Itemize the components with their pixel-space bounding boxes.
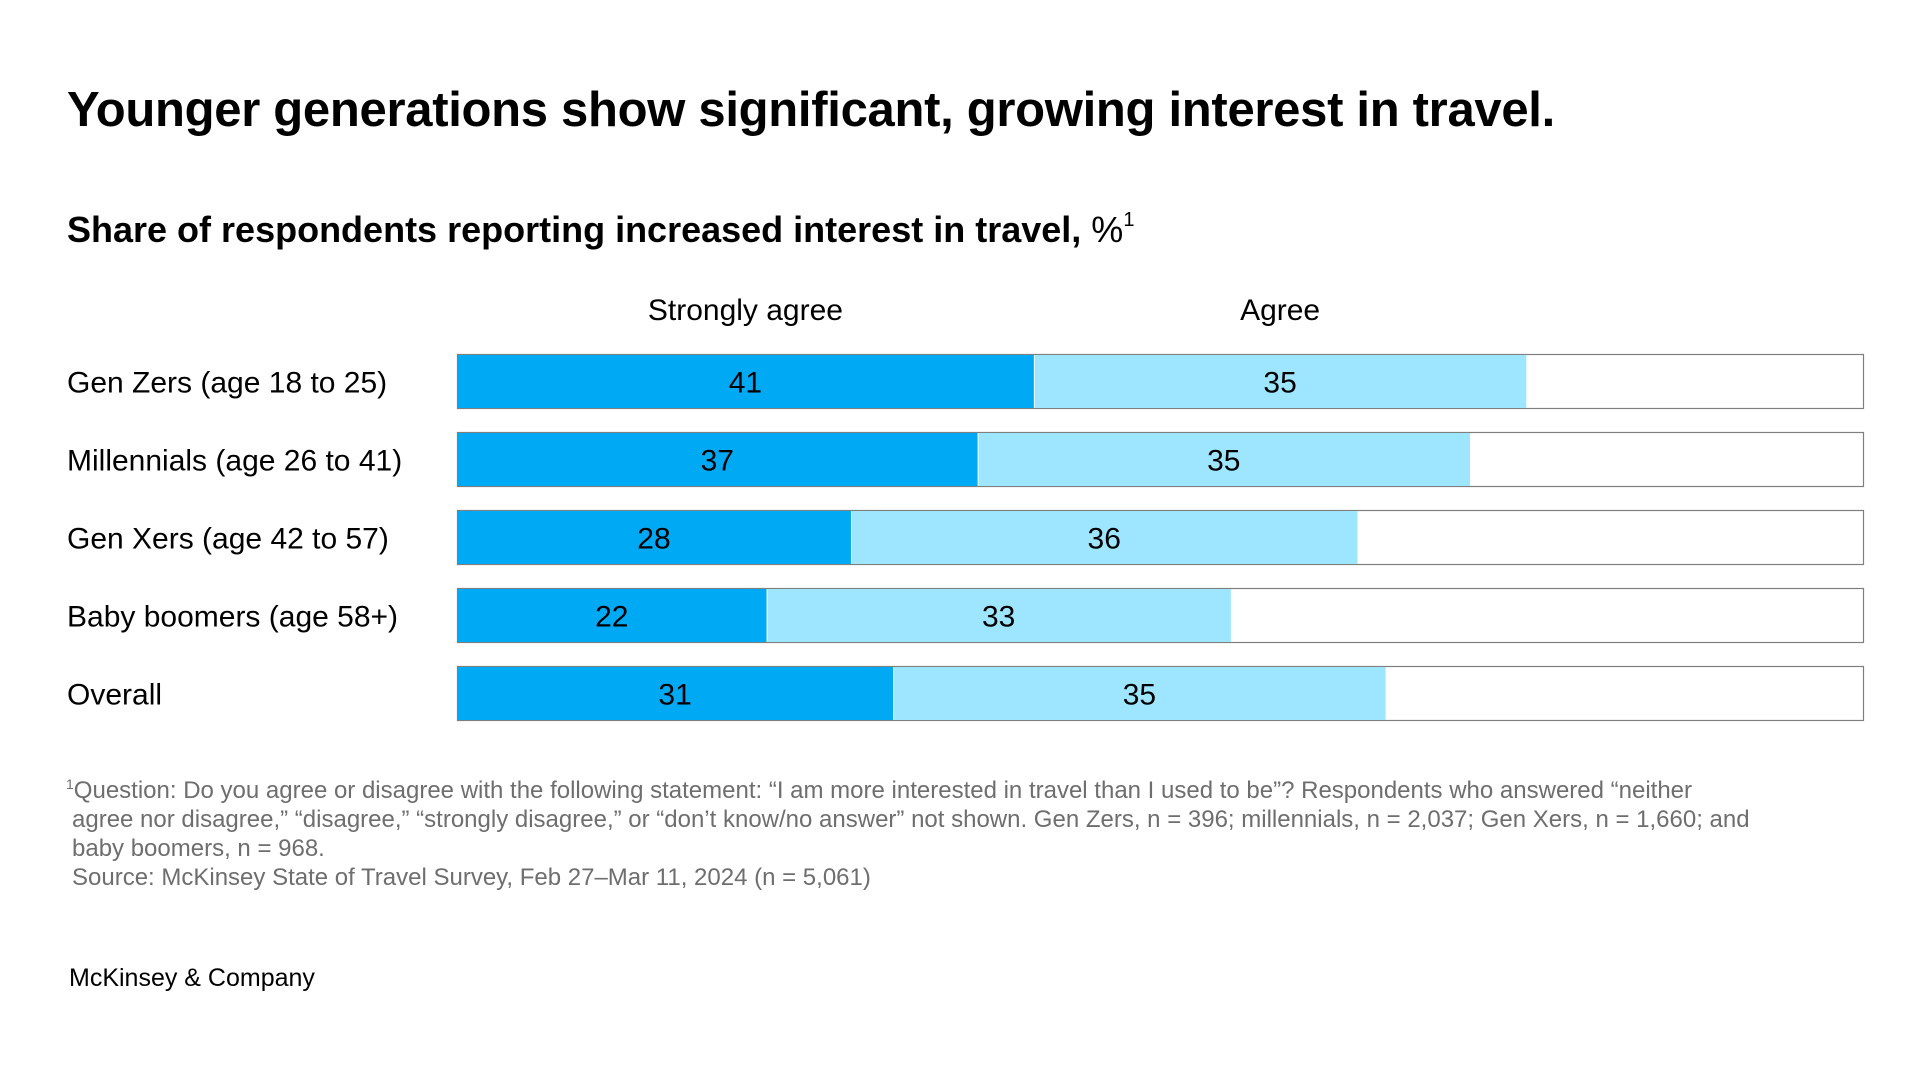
category-label: Gen Xers (age 42 to 57): [67, 523, 389, 556]
stacked-bar-chart: Strongly agree Agree Gen Zers (age 18 to 2…: [67, 294, 1865, 722]
bar-segment-strongly-agree: [458, 589, 767, 642]
subtitle-text: Share of respondents reporting increased…: [67, 209, 1082, 250]
subtitle-unit: %: [1091, 209, 1124, 250]
subtitle-footnote-mark: 1: [1123, 209, 1135, 231]
data-label: 33: [982, 601, 1015, 634]
bar-segment-agree: [978, 433, 1471, 486]
data-label: 35: [1207, 445, 1240, 478]
data-label: 31: [658, 679, 691, 712]
footnote-source: Source: McKinsey State of Travel Survey,…: [72, 864, 871, 891]
footnote-mark: 1: [66, 776, 74, 792]
bar-segment-agree: [767, 589, 1231, 642]
data-label: 35: [1123, 679, 1156, 712]
chart-title: Younger generations show significant, gr…: [67, 83, 1555, 137]
category-label: Overall: [67, 679, 162, 712]
footnote-line: baby boomers, n = 968.: [72, 835, 325, 862]
legend-label-strongly-agree: Strongly agree: [648, 294, 843, 327]
data-label: 36: [1088, 523, 1121, 556]
data-label: 35: [1263, 367, 1296, 400]
footnote-line: agree nor disagree,” “disagree,” “strong…: [72, 806, 1750, 833]
data-label: 37: [701, 445, 734, 478]
chart-subtitle: Share of respondents reporting increased…: [67, 209, 1134, 251]
bar-segment-strongly-agree: [458, 667, 894, 720]
bar-segment-agree: [894, 667, 1386, 720]
bar-segment-agree: [851, 511, 1358, 564]
footnote-line: 1Question: Do you agree or disagree with…: [66, 776, 1866, 805]
legend-label-agree: Agree: [1240, 294, 1320, 327]
bar-segment-strongly-agree: [458, 433, 978, 486]
footnote-text: Question: Do you agree or disagree with …: [73, 777, 1693, 804]
category-label: Millennials (age 26 to 41): [67, 445, 402, 478]
category-label: Gen Zers (age 18 to 25): [67, 367, 387, 400]
bar-segment-strongly-agree: [458, 511, 851, 564]
data-label: 22: [595, 601, 628, 634]
category-label: Baby boomers (age 58+): [67, 601, 398, 634]
brand-logo-text: McKinsey & Company: [69, 964, 315, 992]
data-label: 28: [637, 523, 670, 556]
bar-segment-agree: [1034, 355, 1527, 408]
footnote: 1Question: Do you agree or disagree with…: [66, 776, 1866, 892]
bar-segment-strongly-agree: [458, 355, 1034, 408]
data-label: 41: [729, 367, 762, 400]
